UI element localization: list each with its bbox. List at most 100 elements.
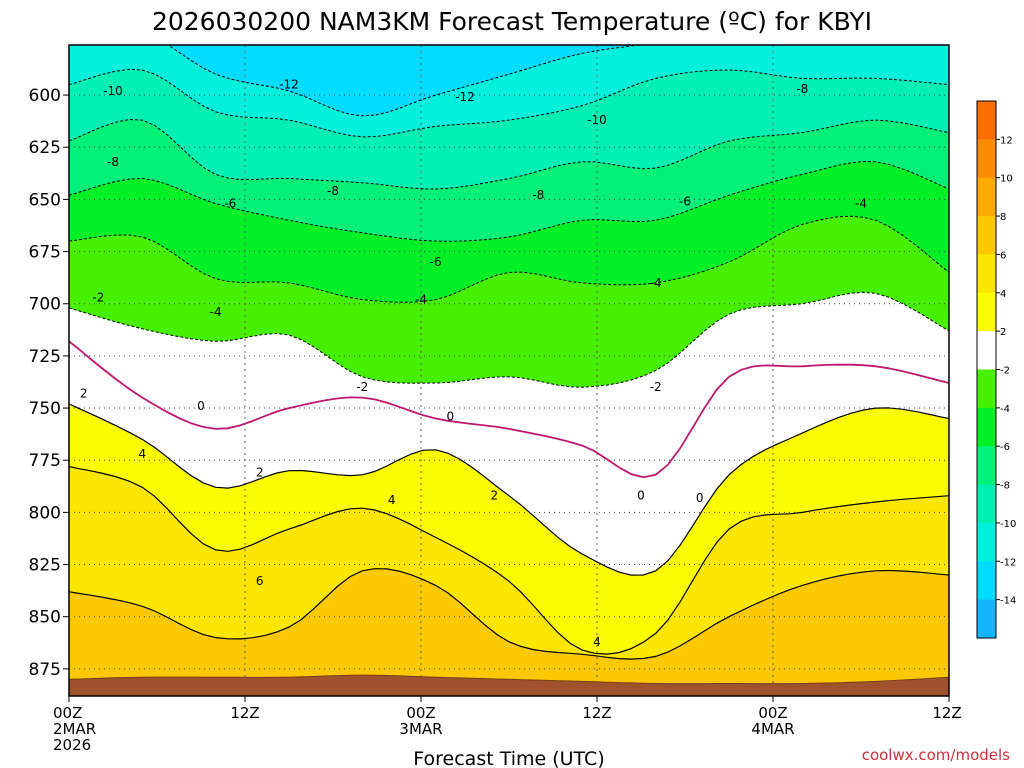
contour-labels: -10 -12 -12 -10 -8 -8 -8 -8 -6 -6 -4 -6 -4 -2 -4 -4 -2 -2… (80, 78, 867, 649)
isotherm-line (69, 340, 949, 479)
colorbar-swatch (977, 101, 996, 140)
y-tick-label: 650 (29, 190, 61, 210)
y-tick-label: 875 (29, 660, 61, 680)
y-tick-label: 625 (29, 138, 61, 158)
colorbar-label: -2 (1000, 366, 1010, 377)
colorbar-label: -4 (1000, 404, 1010, 415)
contour-label: -8 (532, 188, 544, 202)
colorbar-label: 12 (1000, 135, 1013, 146)
contour-label: -4 (650, 276, 662, 290)
contour-label: -2 (356, 380, 368, 394)
colorbar-label: 4 (1000, 289, 1006, 300)
isotherm-line (69, 215, 949, 303)
plot-area (69, 45, 949, 696)
colorbar-label: 8 (1000, 212, 1006, 223)
colorbar-swatch (977, 484, 996, 524)
contour-label: 0 (447, 409, 455, 423)
contour-label: -8 (327, 184, 339, 198)
colorbar-swatch (977, 561, 996, 601)
contour-label: -2 (650, 380, 662, 394)
contour-label: -10 (587, 113, 607, 127)
isotherm-line (69, 403, 949, 576)
colorbar-swatch (977, 446, 996, 486)
credit-text: coolwx.com/models (862, 746, 1010, 764)
x-tick-label: 3MAR (399, 720, 442, 738)
y-tick-label: 675 (29, 243, 61, 263)
isotherm-line (69, 160, 949, 242)
contour-label: 0 (197, 399, 205, 413)
y-tick-label: 850 (29, 608, 61, 628)
colorbar-label: -10 (1000, 519, 1016, 530)
x-tick-label: 4MAR (751, 720, 794, 738)
band-fill (168, 45, 640, 116)
colorbar-swatch (977, 331, 996, 370)
contour-label: 4 (139, 447, 147, 461)
colorbar-label: 6 (1000, 250, 1006, 261)
contour-label: -4 (855, 197, 867, 211)
x-tick-label: 12Z (230, 704, 259, 722)
contour-label: -4 (210, 305, 222, 319)
colorbar-swatch (977, 292, 996, 332)
x-tick-label: 2026 (53, 736, 91, 754)
colorbar-swatch (977, 254, 996, 294)
contour-label: 6 (256, 574, 264, 588)
contour-label: -8 (796, 82, 808, 96)
contour-label: 4 (388, 493, 396, 507)
colorbar-swatch (977, 599, 996, 639)
isotherm-lines (69, 45, 949, 660)
y-tick-label: 700 (29, 295, 61, 315)
contour-label: -10 (103, 84, 123, 98)
grid-lines (69, 45, 949, 696)
y-tick-label: 600 (29, 86, 61, 106)
contour-label: 2 (80, 386, 88, 400)
contour-label: -6 (224, 197, 236, 211)
terrain (69, 674, 949, 696)
contour-label: -4 (415, 293, 427, 307)
isotherm-line (69, 68, 949, 138)
chart-title: 2026030200 NAM3KM Forecast Temperature (… (152, 7, 872, 36)
contour-label: 0 (637, 489, 645, 503)
isotherm-line (69, 291, 949, 388)
contour-label: -6 (430, 255, 442, 269)
x-tick-label: 2MAR (53, 720, 96, 738)
colorbar-label: -12 (1000, 557, 1016, 568)
colorbar-label: 2 (1000, 327, 1006, 338)
colorbar-swatch (977, 407, 996, 447)
isotherm-line (69, 118, 949, 190)
y-tick-label: 800 (29, 503, 61, 523)
colorbar-swatch (977, 216, 996, 255)
colorbar-label: -8 (1000, 481, 1010, 492)
y-tick-label: 725 (29, 347, 61, 367)
y-tick-label: 775 (29, 451, 61, 471)
x-tick-label: 00Z (53, 704, 82, 722)
contour-label: -12 (455, 90, 475, 104)
y-tick-label: 750 (29, 399, 61, 419)
y-tick-label: 825 (29, 556, 61, 576)
terrain-ground (69, 674, 949, 696)
x-axis-label: Forecast Time (UTC) (413, 748, 604, 768)
colorbar-label: -6 (1000, 442, 1010, 453)
colorbar-label: -14 (1000, 596, 1016, 607)
contour-label: -12 (279, 78, 299, 92)
colorbar: 12 10 8 6 4 2 -2 -4 -6 -8 -10 -12 -14 (976, 100, 1016, 639)
contour-label: 4 (593, 635, 601, 649)
contour-label: -8 (107, 155, 119, 169)
contour-label: 2 (256, 466, 264, 480)
contour-label: 0 (696, 491, 704, 505)
colorbar-label: 10 (1000, 174, 1013, 185)
contour-label: 2 (491, 489, 499, 503)
colorbar-swatch (977, 369, 996, 409)
colorbar-swatch (977, 177, 996, 217)
colorbar-swatch (977, 522, 996, 562)
contour-label: -6 (679, 194, 691, 208)
y-axis: 600 625 650 675 700 725 750 775 800 825 850 875 (29, 86, 69, 680)
plot-frame (68, 44, 950, 697)
isotherm-line (69, 465, 949, 655)
contour-label: -2 (92, 290, 104, 304)
isotherm-line (69, 568, 949, 660)
x-tick-label: 00Z (758, 704, 787, 722)
x-tick-label: 00Z (406, 704, 435, 722)
x-tick-label: 12Z (582, 704, 611, 722)
x-tick-label: 12Z (932, 704, 961, 722)
